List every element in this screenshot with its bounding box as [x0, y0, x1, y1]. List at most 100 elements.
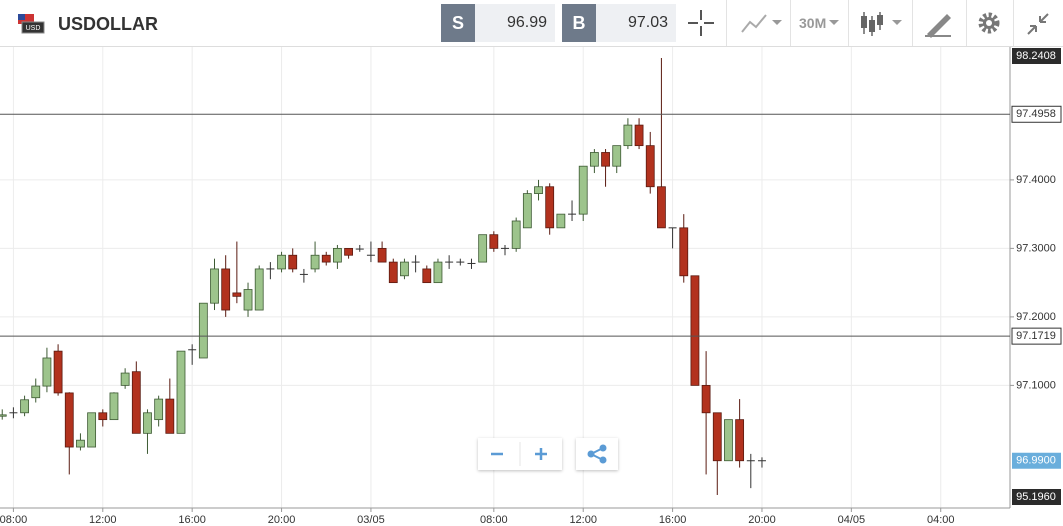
buy-button[interactable]: B — [562, 4, 596, 42]
candle — [489, 231, 499, 252]
candle-body — [42, 357, 52, 387]
candle — [478, 234, 488, 263]
candle-body — [344, 247, 353, 256]
axis-extreme-label: 95.1960 — [1016, 491, 1056, 503]
candle-body — [254, 268, 264, 311]
chart-type-button[interactable] — [730, 0, 790, 46]
candle-body — [198, 302, 208, 359]
candle — [76, 433, 85, 451]
candle — [53, 344, 63, 396]
candle-body — [221, 268, 231, 311]
candle-body — [433, 261, 443, 284]
candle-body — [109, 392, 119, 421]
separator — [966, 0, 967, 46]
candle-body — [266, 268, 275, 270]
candle-body — [645, 145, 655, 188]
level-label: 97.4958 — [1016, 108, 1056, 120]
candle — [355, 244, 364, 252]
candle-body — [76, 439, 85, 448]
candle-body — [634, 124, 644, 147]
timeframe-arrow[interactable] — [826, 0, 846, 46]
candle — [9, 407, 18, 419]
candle-body — [188, 349, 197, 351]
draw-button[interactable] — [913, 0, 965, 46]
candle-body — [9, 412, 18, 414]
x-tick-label: 08:00 — [0, 514, 27, 526]
share-button[interactable] — [576, 438, 618, 470]
candle-body — [210, 268, 219, 304]
candle-body — [243, 289, 253, 311]
separator — [726, 0, 727, 46]
y-tick-label: 97.4000 — [1016, 174, 1056, 186]
candle — [210, 258, 219, 311]
y-tick-label: 97.1000 — [1016, 379, 1056, 391]
candle — [556, 213, 566, 229]
candle — [42, 347, 52, 393]
candle-body — [131, 371, 141, 434]
candle — [377, 241, 387, 263]
candle — [288, 248, 298, 273]
sell-price[interactable]: 96.99 — [475, 4, 555, 42]
candle — [735, 399, 745, 468]
candle — [143, 409, 152, 454]
candle-body — [87, 412, 97, 448]
candle — [400, 258, 409, 280]
candle — [310, 241, 320, 273]
candle — [321, 251, 331, 266]
candle — [601, 149, 610, 187]
level-label-box — [1011, 105, 1062, 123]
candle-body — [165, 398, 175, 434]
candle — [31, 378, 41, 403]
candle-body — [31, 385, 41, 399]
candle — [634, 118, 644, 150]
x-tick-label: 03/05 — [357, 514, 385, 526]
share-control — [576, 438, 618, 470]
zoom-in-button[interactable] — [535, 448, 547, 460]
toolbar: USD USDOLLAR S 96.99 B 97.03 30M — [0, 0, 1063, 47]
candle-body — [64, 392, 74, 448]
separator — [1013, 0, 1014, 46]
candle — [109, 392, 119, 421]
candle — [422, 265, 432, 284]
candle — [746, 453, 755, 489]
candle — [757, 457, 766, 468]
x-tick-label: 08:00 — [480, 514, 508, 526]
candle-body — [445, 261, 454, 263]
candle-body — [120, 372, 130, 386]
candle — [176, 350, 186, 434]
axis-extreme-box — [1012, 48, 1061, 64]
x-tick-label: 20:00 — [748, 514, 776, 526]
candle-body — [623, 124, 633, 147]
candle-body — [0, 414, 7, 417]
candle — [411, 255, 420, 273]
crosshair-button[interactable] — [676, 0, 726, 46]
candle-body — [701, 384, 711, 414]
separator — [848, 0, 849, 46]
zoom-buttons — [491, 442, 547, 466]
candle-body — [355, 248, 364, 250]
candle — [578, 165, 588, 221]
candle — [266, 262, 275, 280]
x-tick-label: 16:00 — [178, 514, 206, 526]
candle — [433, 258, 443, 284]
candle-body — [534, 186, 543, 194]
candle — [589, 149, 599, 174]
collapse-button[interactable] — [1014, 0, 1062, 46]
candle-body — [277, 254, 286, 270]
timeframe[interactable]: 30M — [799, 15, 827, 31]
y-tick-label: 97.2000 — [1016, 311, 1056, 323]
candle-button[interactable] — [852, 0, 912, 46]
y-tick-label: 97.3000 — [1016, 242, 1056, 254]
buy-price[interactable]: 97.03 — [596, 4, 676, 42]
candle — [165, 378, 175, 434]
candle — [131, 361, 141, 434]
sell-button[interactable]: S — [441, 4, 475, 42]
candle-body — [601, 152, 610, 167]
axis-extreme-box — [1012, 489, 1061, 505]
settings-button[interactable] — [967, 0, 1013, 46]
candle — [188, 344, 197, 365]
candle — [198, 302, 208, 359]
x-tick-label: 12:00 — [89, 514, 117, 526]
candle-body — [568, 213, 577, 215]
